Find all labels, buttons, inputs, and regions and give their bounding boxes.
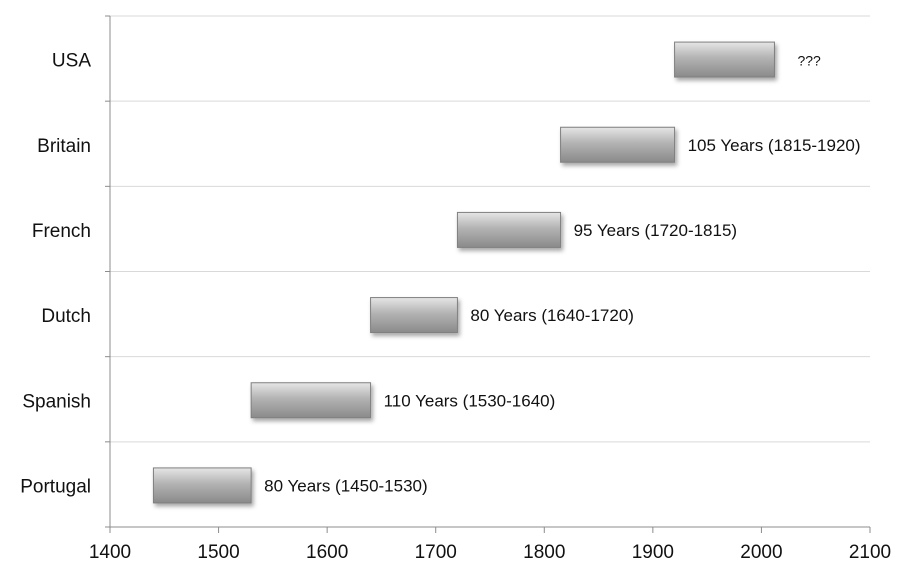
category-label: French xyxy=(32,221,91,242)
bar-dutch xyxy=(370,297,458,334)
axes: 1400 1500 1600 1700 1800 1900 2000 2100 xyxy=(89,15,891,563)
category-label: Britain xyxy=(37,136,91,157)
data-label: 80 Years (1450-1530) xyxy=(264,476,428,495)
x-tick-label: 1900 xyxy=(632,542,674,563)
x-tick-label: 1400 xyxy=(89,542,131,563)
bar-britain xyxy=(560,126,676,163)
grid-lines xyxy=(110,15,870,443)
x-tick-label: 2000 xyxy=(740,542,782,563)
x-tick-label: 1800 xyxy=(523,542,565,563)
labels: Portugal 80 Years (1450-1530) Spanish 110 Y… xyxy=(20,51,860,498)
data-label: 95 Years (1720-1815) xyxy=(574,221,738,240)
category-label: Spanish xyxy=(22,391,91,412)
data-label: 80 Years (1640-1720) xyxy=(470,306,634,325)
x-tick-label: 1600 xyxy=(306,542,348,563)
x-tick-label: 1500 xyxy=(197,542,239,563)
data-label: ??? xyxy=(797,53,821,69)
bars xyxy=(152,41,775,504)
bar-usa xyxy=(674,41,775,78)
x-tick-label: 2100 xyxy=(849,542,891,563)
x-tick-label: 1700 xyxy=(415,542,457,563)
data-label: 110 Years (1530-1640) xyxy=(384,391,556,410)
bar-french xyxy=(456,211,562,248)
category-label: Portugal xyxy=(20,476,91,497)
bar-spanish xyxy=(250,382,372,419)
bar-portugal xyxy=(152,467,252,504)
data-label: 105 Years (1815-1920) xyxy=(688,136,861,155)
category-label: USA xyxy=(52,51,91,72)
category-label: Dutch xyxy=(41,306,91,327)
